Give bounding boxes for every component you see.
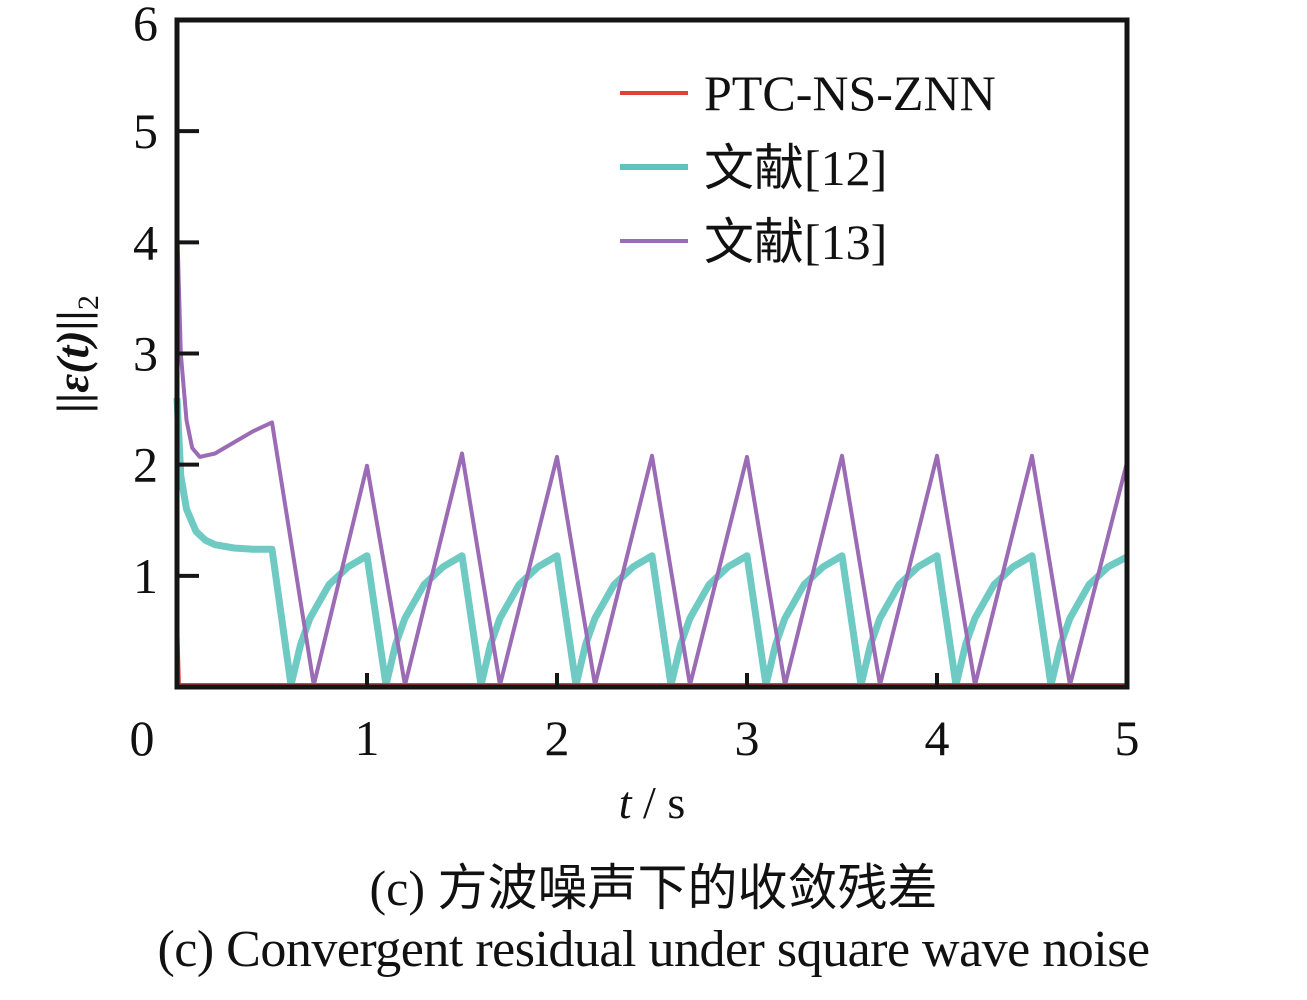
y-axis-subscript: 2 bbox=[72, 295, 105, 310]
x-tick-label: 4 bbox=[925, 710, 950, 766]
y-axis-title: ||ε(t)||2 bbox=[47, 295, 105, 413]
x-axis-unit: / s bbox=[632, 777, 686, 828]
legend-label-ref13: 文献[13] bbox=[704, 214, 887, 270]
x-tick-label: 1 bbox=[355, 710, 380, 766]
y-tick-labels: 1 2 3 4 5 6 bbox=[133, 0, 158, 604]
y-tick-label: 1 bbox=[133, 548, 158, 604]
legend: PTC-NS-ZNN 文献[12] 文献[13] bbox=[620, 65, 996, 270]
y-tick-label: 2 bbox=[133, 437, 158, 493]
plot-area bbox=[173, 17, 1130, 690]
legend-label-ptc-ns-znn: PTC-NS-ZNN bbox=[704, 65, 996, 121]
y-axis-title-text: ||ε(t)||2 bbox=[47, 295, 105, 413]
x-tick-label: 3 bbox=[735, 710, 760, 766]
y-tick-label: 3 bbox=[133, 326, 158, 382]
x-axis-title: t / s bbox=[619, 777, 685, 828]
caption-chinese: (c) 方波噪声下的收敛残差 bbox=[369, 860, 938, 916]
x-axis-variable: t bbox=[619, 777, 633, 828]
caption-english: (c) Convergent residual under square wav… bbox=[157, 921, 1150, 978]
y-tick-label: 4 bbox=[133, 214, 158, 270]
chart: 0 1 2 3 4 5 1 2 3 4 5 6 t / s ||ε(t)||2 … bbox=[47, 0, 1140, 828]
tick-layer bbox=[177, 129, 939, 687]
x-tick-label: 5 bbox=[1115, 710, 1140, 766]
x-tick-label: 2 bbox=[545, 710, 570, 766]
y-axis-label: ||ε(t)|| bbox=[47, 310, 98, 413]
series-line-ref12 bbox=[173, 397, 1129, 689]
y-tick-label: 6 bbox=[133, 0, 158, 51]
x-tick-labels: 0 1 2 3 4 5 bbox=[130, 710, 1140, 766]
legend-label-ref12: 文献[12] bbox=[704, 140, 887, 196]
x-tick-label: 0 bbox=[130, 710, 155, 766]
y-tick-label: 5 bbox=[133, 103, 158, 159]
